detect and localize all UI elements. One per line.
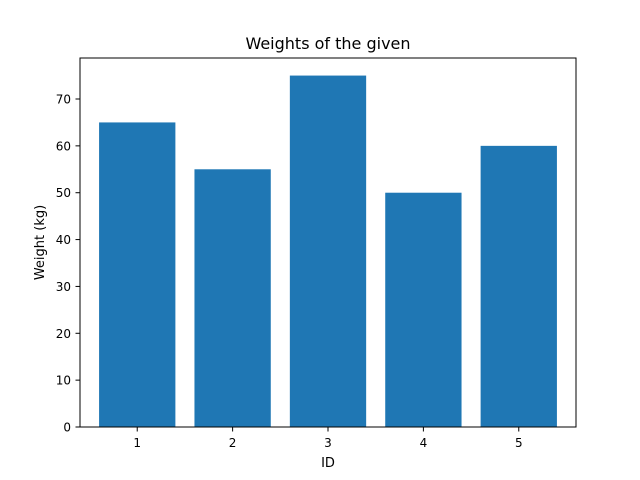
- x-tick-label: 2: [229, 436, 237, 450]
- x-tick-label: 4: [420, 436, 428, 450]
- y-tick-label: 60: [56, 139, 71, 153]
- y-tick-label: 10: [56, 374, 71, 388]
- bar-1: [99, 122, 176, 427]
- bar-2: [194, 169, 271, 428]
- y-axis-label: Weight (kg): [33, 205, 48, 280]
- bar-3: [289, 75, 367, 428]
- y-axis: 0 10 20 30 40 50 60 70: [56, 93, 80, 435]
- y-tick-label: 40: [56, 233, 71, 247]
- bar-5: [480, 145, 557, 427]
- x-axis-label: ID: [321, 456, 335, 471]
- y-tick-label: 70: [56, 93, 71, 107]
- chart-title: Weights of the given: [245, 34, 410, 53]
- y-tick-label: 20: [56, 327, 71, 341]
- x-tick-label: 3: [324, 436, 332, 450]
- x-tick-label: 5: [515, 436, 523, 450]
- bar-4: [385, 192, 462, 427]
- y-tick-label: 30: [56, 280, 71, 294]
- bars-group: [99, 75, 557, 428]
- y-tick-label: 0: [63, 421, 71, 435]
- x-tick-label: 1: [133, 436, 141, 450]
- x-axis: 1 2 3 4 5: [133, 427, 523, 450]
- y-tick-label: 50: [56, 186, 71, 200]
